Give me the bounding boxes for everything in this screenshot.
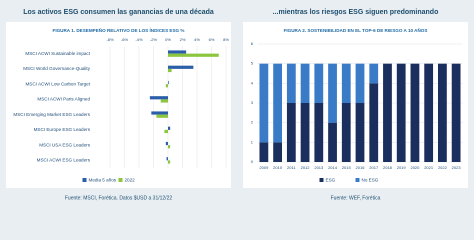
legend-swatch <box>118 178 123 182</box>
bar-segment <box>259 142 269 162</box>
bar-segment <box>451 63 461 162</box>
bar-segment <box>341 63 351 103</box>
bar <box>168 145 171 149</box>
bar <box>168 160 171 164</box>
x-tick-label: 4% <box>194 37 200 42</box>
y-tick-label: MSCI World Governance-Quality <box>23 66 91 71</box>
y-tick-label: 3 <box>251 100 254 105</box>
y-tick-label: 4 <box>251 80 254 85</box>
x-tick-label: -6% <box>121 37 129 42</box>
y-tick-label: MSCI ACWI Low Carbon Target <box>25 81 90 86</box>
chart-title: FIGURA 2. SOSTENIBILIDAD EN EL TOP-6 DE … <box>284 27 428 33</box>
x-tick-label: 2009 <box>259 165 269 170</box>
bar-segment <box>424 63 434 162</box>
bar-segment <box>286 103 296 162</box>
bar <box>151 111 168 115</box>
x-tick-label: 0% <box>165 37 171 42</box>
source: Fuente: MSCI, Forética. Datos $USD a 31/… <box>65 195 172 201</box>
bar-segment <box>259 63 269 143</box>
bar <box>164 129 168 134</box>
bar-segment <box>438 63 447 162</box>
x-tick-label: 2020 <box>410 165 420 170</box>
legend-label: 2022 <box>125 178 136 183</box>
x-tick-label: 2014 <box>328 165 338 170</box>
y-tick-label: MSCI Emerging Market ESG Leaders <box>13 112 90 117</box>
bar <box>149 96 168 100</box>
bar <box>165 84 168 88</box>
bar-segment <box>410 63 420 162</box>
x-tick-label: 2010 <box>273 165 283 170</box>
bar <box>168 80 169 85</box>
x-tick-label: 2017 <box>369 165 379 170</box>
bar-segment <box>369 83 379 162</box>
bar-segment <box>273 63 282 143</box>
bar-segment <box>273 142 282 162</box>
bar <box>168 65 194 69</box>
x-tick-label: 2012 <box>301 165 311 170</box>
bar <box>168 53 219 57</box>
bar-segment <box>383 63 392 162</box>
y-tick-label: MSCI ACWI Paris Aligned <box>37 97 90 102</box>
x-tick-label: -2% <box>150 37 158 42</box>
bar-segment <box>300 103 310 162</box>
bar <box>165 141 168 146</box>
x-tick-label: -8% <box>106 37 114 42</box>
bar-segment <box>355 63 365 103</box>
y-tick-label: MSCI Europe ESG Leaders <box>34 127 91 132</box>
bar <box>168 68 172 73</box>
x-tick-label: 2013 <box>314 165 324 170</box>
bar-segment <box>369 63 379 84</box>
x-tick-label: 2011 <box>287 165 296 170</box>
bar-segment <box>328 122 337 162</box>
bar <box>168 126 171 130</box>
x-tick-label: 2022 <box>438 165 448 170</box>
legend-label: Media 5 años <box>89 178 117 183</box>
x-tick-label: 2015 <box>342 165 352 170</box>
bar-segment <box>286 63 296 103</box>
bar-segment <box>328 63 337 123</box>
bar-segment <box>355 103 365 162</box>
bar <box>156 114 168 118</box>
heading: ...mientras los riesgos ESG siguen predo… <box>273 9 439 16</box>
y-tick-label: MSCI ACWI Sustainable impact <box>25 51 90 56</box>
page: Los activos ESG consumen las ganancias d… <box>6 9 468 201</box>
source: Fuente: WEF, Forética <box>331 195 381 201</box>
x-tick-label: -4% <box>135 37 143 42</box>
legend-swatch <box>82 178 87 182</box>
x-tick-label: 2016 <box>356 165 366 170</box>
x-tick-label: 2023 <box>452 165 462 170</box>
bar-segment <box>396 63 406 162</box>
heading: Los activos ESG consumen las ganancias d… <box>23 9 214 16</box>
legend-label: ESG <box>326 178 336 183</box>
y-tick-label: 2 <box>251 120 254 125</box>
bar-segment <box>314 103 324 162</box>
x-tick-label: 2% <box>180 37 186 42</box>
chart-title: FIGURA 1. DESEMPEÑO RELATIVO DE LOS ÍNDI… <box>53 26 185 33</box>
bar-segment <box>341 103 351 162</box>
x-tick-label: 6% <box>209 37 215 42</box>
y-tick-label: 5 <box>251 61 254 66</box>
y-tick-label: 0 <box>251 159 254 164</box>
y-tick-label: MSCI ACWI ESG Leaders <box>37 158 91 163</box>
panel <box>6 22 231 188</box>
y-tick-label: MSCI USA ESG Leaders <box>39 142 91 147</box>
bar-segment <box>300 63 310 103</box>
y-tick-label: 1 <box>251 139 254 144</box>
y-tick-label: 6 <box>251 41 254 46</box>
x-tick-label: 2021 <box>424 165 434 170</box>
bar <box>160 99 168 103</box>
x-tick-label: 2019 <box>397 165 407 170</box>
bar <box>166 157 168 161</box>
x-tick-label: 2018 <box>383 165 393 170</box>
x-tick-label: 8% <box>223 37 229 42</box>
legend-swatch <box>355 178 360 182</box>
legend-label: No ESG <box>362 178 379 183</box>
legend-swatch <box>319 178 324 182</box>
bar <box>168 50 187 54</box>
bar-segment <box>314 63 324 103</box>
